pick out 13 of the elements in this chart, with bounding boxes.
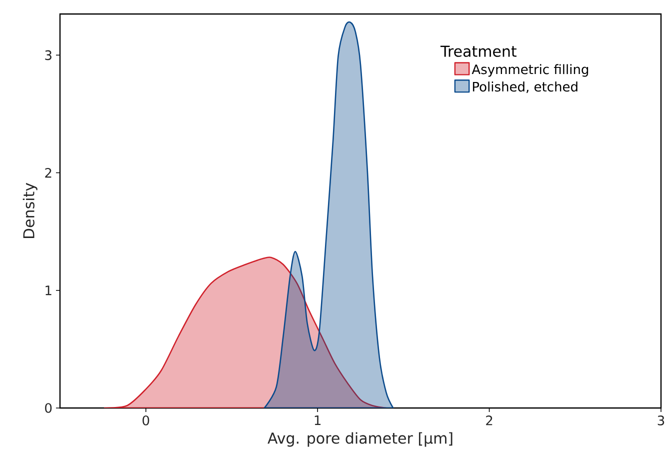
legend-label: Asymmetric filling [472, 64, 588, 77]
x-tick-label: 1 [314, 416, 321, 425]
x-tick-label: 3 [658, 416, 664, 426]
y-tick-label: 1 [46, 286, 52, 296]
legend-title: Treatment [440, 46, 516, 57]
y-tick-label: 2 [45, 168, 52, 178]
y-tick-label: 3 [45, 50, 52, 60]
y-tick-label: 0 [45, 403, 52, 413]
x-tick-label: 2 [486, 416, 492, 426]
x-tick-label: 0 [142, 416, 150, 426]
y-axis-title: Density [22, 182, 38, 238]
legend-label: Polished, etched [472, 82, 578, 93]
x-axis-title: Avg. pore diameter [µm] [268, 432, 452, 447]
